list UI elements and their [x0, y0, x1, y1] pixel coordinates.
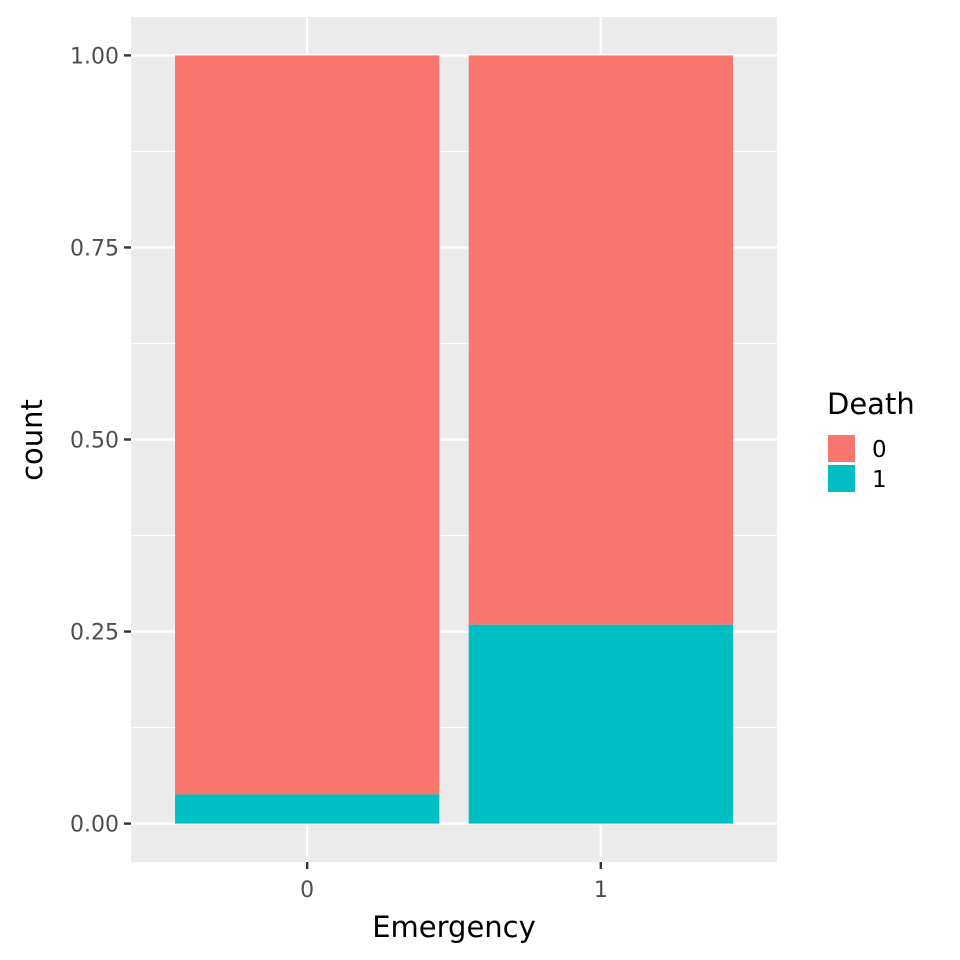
y-tick-label: 0.00 — [70, 813, 119, 838]
bar-segment-death-0-emergency-0 — [175, 55, 440, 795]
bar-segment-death-0-emergency-1 — [468, 55, 733, 625]
legend-swatch-0 — [828, 435, 855, 462]
bars — [175, 55, 733, 824]
bar-segment-death-1-emergency-1 — [468, 624, 733, 824]
y-tick-label: 0.75 — [70, 236, 119, 261]
legend-title: Death — [827, 387, 915, 421]
x-axis-title: Emergency — [372, 910, 536, 944]
legend: Death 0 1 — [827, 387, 915, 493]
x-tick-label: 1 — [594, 878, 608, 903]
bar-segment-death-1-emergency-0 — [175, 794, 440, 824]
y-axis-title: count — [15, 399, 49, 481]
y-tick-label: 0.50 — [70, 429, 119, 454]
y-axis: 0.00 0.25 0.50 0.75 1.00 — [70, 44, 131, 838]
y-tick-label: 1.00 — [70, 44, 119, 69]
x-tick-label: 0 — [300, 878, 314, 903]
legend-label-0: 0 — [872, 437, 887, 463]
legend-swatch-1 — [828, 465, 855, 492]
legend-label-1: 1 — [872, 467, 887, 493]
y-tick-label: 0.25 — [70, 621, 119, 646]
